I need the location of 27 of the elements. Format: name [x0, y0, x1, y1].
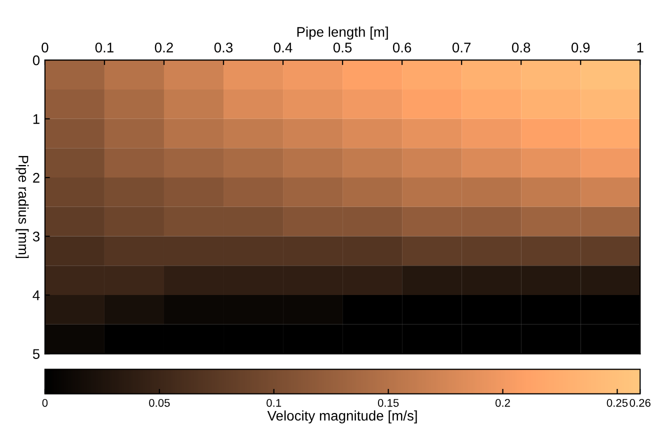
- y-axis-title: Pipe radius [mm]: [16, 156, 29, 258]
- color-bar-label: 0.26: [630, 398, 650, 407]
- color-bar-label: 0.2: [495, 398, 510, 407]
- x-tick-label: 0.7: [452, 42, 471, 52]
- y-tick-label: 3: [32, 232, 40, 242]
- x-tick-label: 0.1: [95, 42, 114, 52]
- y-tick-label: 0: [32, 55, 40, 66]
- x-tick-label: 0.2: [154, 42, 173, 52]
- x-tick-label: 0.6: [392, 42, 412, 52]
- x-tick-label: 0.9: [572, 42, 590, 52]
- color-bar-label: 0.15: [378, 398, 399, 407]
- x-tick-label: 0.3: [214, 42, 233, 52]
- color-bar-label: 0.1: [266, 398, 282, 407]
- x-axis-title: Pipe length [m]: [297, 26, 388, 40]
- y-tick-label: 5: [32, 349, 40, 359]
- color-bar-label: 0: [42, 398, 48, 407]
- color-bar-title: Velocity magnitude [m/s]: [267, 410, 417, 424]
- y-tick-label: 2: [33, 172, 40, 183]
- x-tick-label: 1: [637, 42, 644, 52]
- y-tick-label: 4: [32, 290, 40, 300]
- x-tick-label: 0.5: [333, 42, 352, 52]
- color-bar-label: 0.05: [149, 398, 170, 407]
- x-tick-label: 0.8: [512, 42, 530, 52]
- x-tick-label: 0: [42, 42, 48, 52]
- x-tick-label: 0.4: [274, 42, 292, 52]
- color-bar-label: 0.25: [606, 398, 628, 407]
- y-tick-label: 1: [33, 114, 40, 124]
